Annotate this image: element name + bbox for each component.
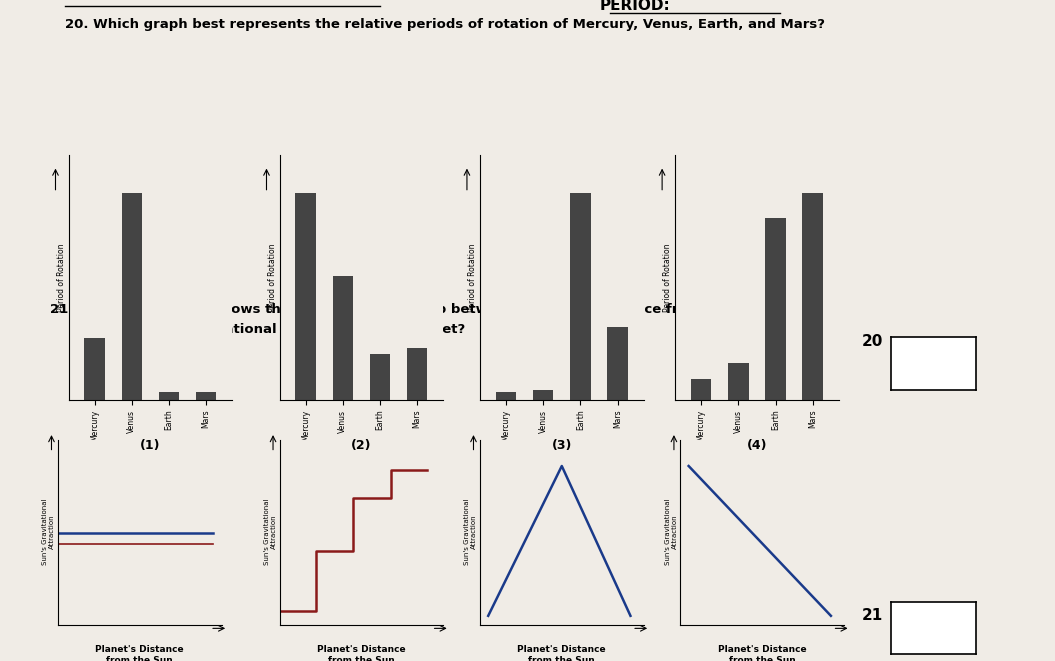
Bar: [803, 192, 823, 400]
Y-axis label: Sun's Gravitational
Attraction: Sun's Gravitational Attraction: [42, 499, 55, 565]
Bar: [84, 338, 104, 400]
Bar: [196, 391, 216, 400]
Text: Planet's Distance
from the Sun: Planet's Distance from the Sun: [316, 645, 406, 661]
Bar: [369, 354, 390, 400]
X-axis label: Planet: Planet: [132, 466, 169, 476]
Text: 21: 21: [862, 609, 883, 623]
Bar: [496, 391, 516, 400]
Text: (3): (3): [552, 440, 572, 453]
Bar: [332, 276, 353, 400]
Bar: [121, 192, 142, 400]
Bar: [533, 389, 554, 400]
X-axis label: Planet: Planet: [738, 466, 775, 476]
Bar: [608, 327, 628, 400]
Y-axis label: Period of Rotation: Period of Rotation: [468, 243, 477, 312]
Y-axis label: Sun's Gravitational
Attraction: Sun's Gravitational Attraction: [464, 499, 477, 565]
Text: (2): (2): [351, 440, 371, 453]
Text: PERIOD:: PERIOD:: [600, 0, 671, 13]
Text: and the Sun's gravitational attraction to the planet?: and the Sun's gravitational attraction t…: [50, 323, 465, 336]
Y-axis label: Period of Rotation: Period of Rotation: [664, 243, 672, 312]
Bar: [765, 217, 786, 400]
Text: (4): (4): [747, 440, 767, 453]
Bar: [407, 348, 427, 400]
Text: Planet's Distance
from the Sun: Planet's Distance from the Sun: [717, 645, 807, 661]
Text: 20. Which graph best represents the relative periods of rotation of Mercury, Ven: 20. Which graph best represents the rela…: [65, 18, 825, 31]
Text: 20: 20: [862, 334, 883, 348]
X-axis label: Planet: Planet: [543, 466, 580, 476]
Bar: [570, 192, 591, 400]
Text: Planet's Distance
from the Sun: Planet's Distance from the Sun: [517, 645, 607, 661]
Y-axis label: Sun's Gravitational
Attraction: Sun's Gravitational Attraction: [665, 499, 677, 565]
Y-axis label: Period of Rotation: Period of Rotation: [268, 243, 276, 312]
Bar: [295, 192, 315, 400]
Text: (1): (1): [140, 440, 160, 453]
Bar: [158, 391, 179, 400]
Text: Planet's Distance
from the Sun: Planet's Distance from the Sun: [95, 645, 185, 661]
Text: 21  Which graph best shows the general relationship between a planet's distance : 21 Which graph best shows the general re…: [50, 303, 764, 316]
Bar: [691, 379, 711, 400]
Bar: [728, 363, 749, 400]
X-axis label: Planet: Planet: [343, 466, 380, 476]
Y-axis label: Sun's Gravitational
Attraction: Sun's Gravitational Attraction: [264, 499, 276, 565]
Y-axis label: Period of Rotation: Period of Rotation: [57, 243, 65, 312]
